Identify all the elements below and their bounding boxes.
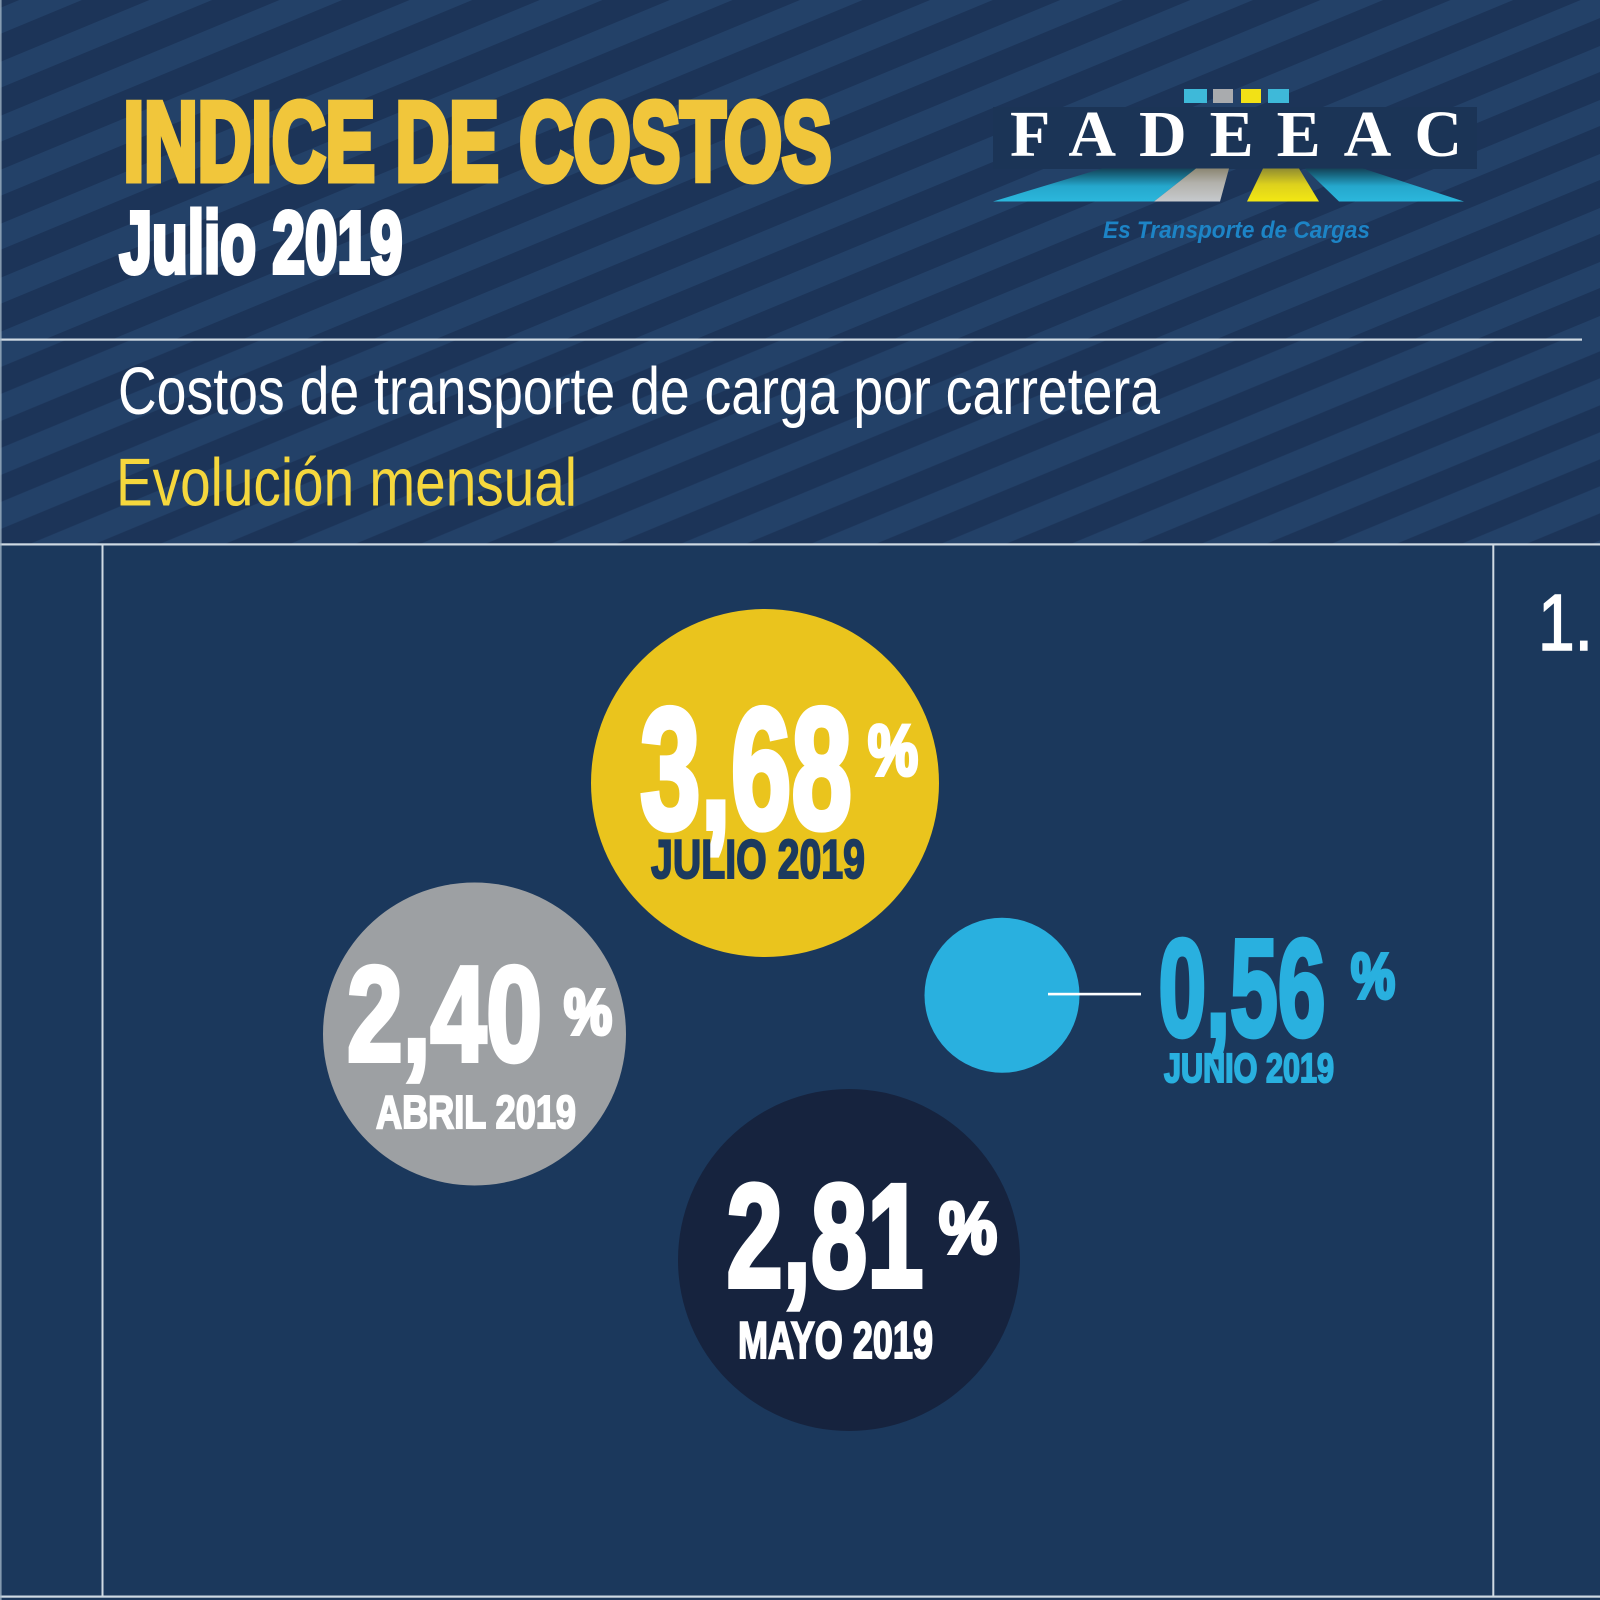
svg-text:Julio 2019: Julio 2019 (120, 195, 403, 292)
svg-text:Evolución mensual: Evolución mensual (116, 445, 577, 521)
svg-text:%: % (939, 1189, 997, 1269)
svg-text:1.: 1. (1538, 578, 1593, 667)
svg-text:%: % (868, 712, 918, 791)
svg-text:JUNIO 2019: JUNIO 2019 (1164, 1045, 1334, 1091)
svg-text:FADEEAC: FADEEAC (1010, 98, 1462, 171)
svg-text:Costos de transporte de carga: Costos de transporte de carga por carret… (118, 354, 1161, 429)
svg-text:ABRIL 2019: ABRIL 2019 (376, 1086, 576, 1138)
svg-text:%: % (1351, 940, 1395, 1012)
svg-text:2,40: 2,40 (347, 939, 542, 1090)
svg-text:JULIO 2019: JULIO 2019 (651, 829, 865, 890)
svg-text:0,56: 0,56 (1159, 912, 1326, 1066)
svg-text:2,81: 2,81 (727, 1155, 924, 1319)
svg-text:%: % (564, 976, 612, 1048)
svg-text:Es Transporte de Cargas: Es Transporte de Cargas (1103, 217, 1370, 244)
svg-text:3,68: 3,68 (640, 673, 852, 865)
svg-text:INDICE DE COSTOS: INDICE DE COSTOS (124, 80, 832, 204)
svg-text:MAYO 2019: MAYO 2019 (738, 1311, 933, 1369)
